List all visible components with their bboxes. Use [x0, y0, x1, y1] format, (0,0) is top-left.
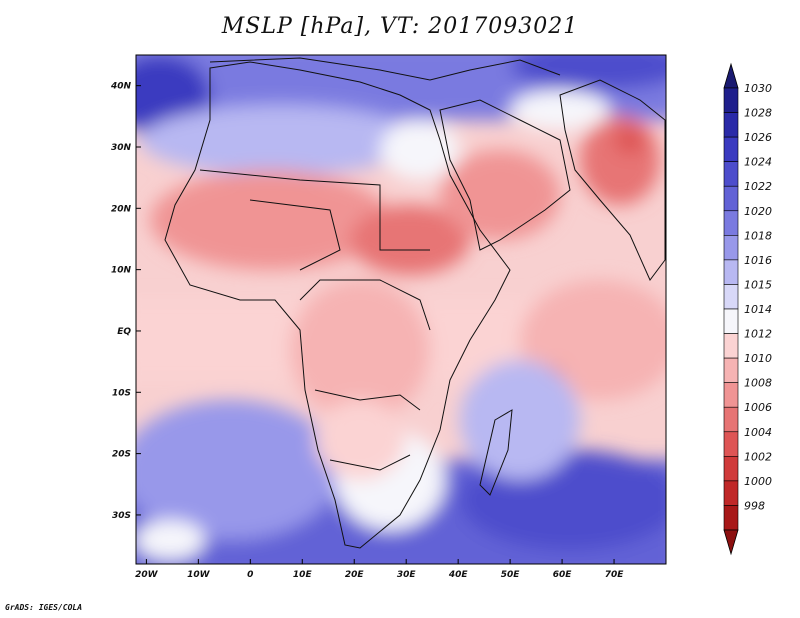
colorbar-swatch — [723, 185, 739, 212]
x-tick-label: 20E — [345, 570, 365, 580]
pressure-field — [136, 55, 666, 564]
colorbar-swatch — [723, 87, 739, 113]
colorbar-swatch — [723, 480, 739, 506]
grads-credit: GrADS: IGES/COLA — [5, 603, 83, 612]
colorbar-swatch — [723, 235, 739, 261]
y-tick-label: 30N — [111, 143, 132, 153]
colorbar-label: 1010 — [744, 352, 772, 365]
colorbar-label: 1022 — [744, 180, 772, 193]
colorbar-label: 1020 — [744, 205, 772, 218]
colorbar-label: 1026 — [744, 131, 772, 144]
colorbar-swatch — [723, 259, 739, 285]
colorbar-label: 1024 — [744, 156, 772, 169]
x-tick-label: 10E — [293, 570, 313, 580]
y-tick-label: 30S — [112, 511, 131, 521]
coastlines — [164, 57, 666, 549]
colorbar-top-arrow — [723, 62, 739, 89]
colorbar-bottom-arrow — [723, 529, 739, 556]
colorbar-swatch — [723, 161, 739, 187]
x-tick-label: 10W — [187, 570, 211, 580]
x-tick-label: 0 — [247, 570, 253, 580]
colorbar-swatch — [723, 406, 739, 433]
y-tick-label: 10N — [111, 266, 132, 276]
colorbar-label: 1028 — [744, 107, 772, 120]
plot-frame — [135, 54, 667, 565]
y-tick-label: 20N — [111, 204, 132, 214]
colorbar-swatch — [723, 284, 739, 310]
y-tick-label: EQ — [117, 327, 131, 337]
x-tick-label: 40E — [448, 570, 469, 580]
colorbar-label: 1002 — [744, 450, 772, 463]
y-tick-label: 20S — [112, 450, 131, 460]
colorbar-label: 1004 — [744, 426, 772, 439]
x-tick-label: 30E — [397, 570, 417, 580]
colorbar: 1030 1028 1026 1024 1022 1020 1018 1016 1015 1014… — [723, 62, 772, 556]
colorbar-swatch — [723, 456, 739, 482]
colorbar-boxes — [723, 87, 739, 531]
colorbar-swatch — [723, 357, 739, 383]
x-tick-label: 70E — [605, 570, 625, 580]
y-tick-label: 40N — [110, 82, 132, 92]
y-tick-label: 10S — [112, 388, 131, 398]
map-title: MSLP [hPa], VT: 2017093021 — [221, 14, 579, 39]
x-tick-label: 60E — [553, 570, 573, 580]
colorbar-label: 1008 — [744, 377, 772, 390]
colorbar-labels: 1030 1028 1026 1024 1022 1020 1018 1016 1015 1014… — [744, 82, 772, 512]
x-tick-label: 20W — [135, 570, 159, 580]
colorbar-swatch — [723, 333, 739, 359]
x-tick-label: 50E — [501, 570, 521, 580]
colorbar-label: 1014 — [744, 303, 772, 316]
colorbar-swatch — [723, 431, 739, 457]
colorbar-label: 998 — [744, 499, 765, 512]
colorbar-swatch — [723, 210, 739, 236]
colorbar-label: 1000 — [744, 475, 772, 488]
axis-ticks: 20W 10W 0 10E 20E 30E 40E 50E 60E 70E 40N 30N 20N 10N… — [110, 82, 624, 580]
colorbar-swatch — [723, 505, 739, 531]
colorbar-label: 1030 — [744, 82, 772, 95]
colorbar-label: 1012 — [744, 328, 772, 341]
colorbar-swatch — [723, 308, 739, 334]
colorbar-label: 1018 — [744, 229, 772, 242]
colorbar-label: 1006 — [744, 401, 772, 414]
colorbar-swatch — [723, 382, 739, 408]
colorbar-swatch — [723, 112, 739, 138]
colorbar-swatch — [723, 136, 739, 162]
colorbar-label: 1015 — [744, 278, 772, 291]
colorbar-label: 1016 — [744, 254, 772, 267]
